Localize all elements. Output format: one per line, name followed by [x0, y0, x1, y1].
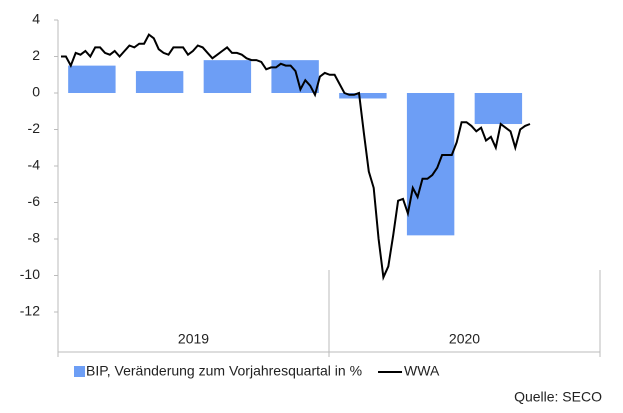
- bar: [474, 93, 523, 125]
- legend-label: WWA: [404, 363, 440, 379]
- y-tick-label: -6: [28, 193, 41, 209]
- legend-swatch: [74, 366, 85, 377]
- bar: [68, 65, 116, 93]
- y-tick-label: 0: [32, 84, 40, 100]
- bar: [203, 60, 252, 93]
- source: Quelle: SECO: [514, 389, 602, 405]
- y-tick-label: 4: [32, 11, 40, 27]
- x-group-label: 2020: [449, 331, 480, 347]
- y-tick-label: -8: [28, 230, 41, 246]
- y-tick-label: -12: [20, 303, 40, 319]
- bar: [406, 93, 455, 236]
- bar: [135, 71, 184, 93]
- x-group-label: 2019: [178, 331, 209, 347]
- y-tick-label: -2: [28, 120, 41, 136]
- line: [61, 33, 531, 281]
- y-tick-label: -4: [28, 157, 41, 173]
- y-tick-label: 2: [32, 47, 40, 63]
- bar: [339, 93, 387, 99]
- y-tick-label: -10: [20, 266, 40, 282]
- legend-label: BIP, Veränderung zum Vorjahresquartal in…: [86, 363, 362, 379]
